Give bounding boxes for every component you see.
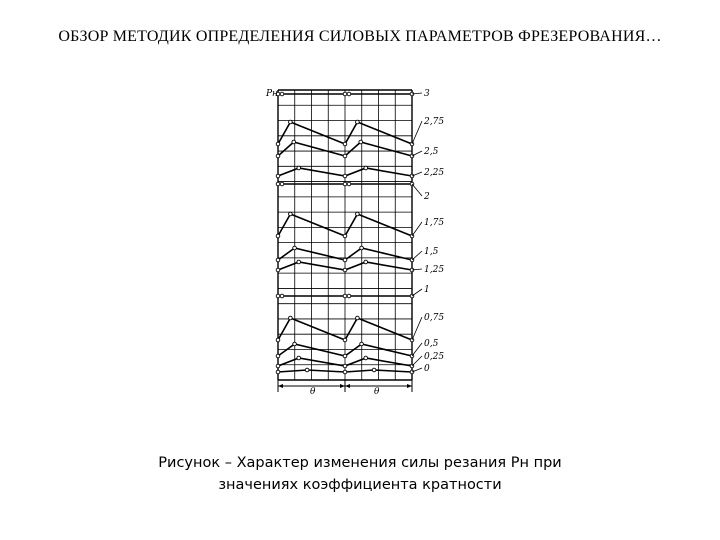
curve-label: 2: [423, 192, 430, 202]
curve-point: [288, 211, 293, 217]
curve-point: [342, 363, 348, 369]
curve-point: [275, 153, 281, 159]
curve-point: [275, 141, 281, 147]
figure-drawing: Pн θ θ 3 2,75 2,5 2,25 2 1,75 1,5 1,25 1 0,75 0,5 0…: [265, 89, 444, 397]
curve-point: [288, 119, 293, 125]
curve-label: 2,25: [423, 168, 444, 178]
curve-point: [346, 293, 352, 299]
curve-label: 1,75: [424, 218, 444, 228]
curve-point: [288, 315, 293, 321]
curve-point: [279, 91, 285, 97]
curve-label: 3: [424, 89, 430, 99]
curve-label: 1,5: [424, 247, 439, 257]
leader-line: [411, 355, 423, 367]
leader-line: [411, 342, 423, 357]
bottom-label-theta-1: θ: [310, 387, 316, 397]
curve-point: [304, 367, 310, 373]
curve-label: 2,5: [423, 147, 439, 157]
curve-point: [363, 259, 368, 265]
curve-point: [363, 355, 368, 361]
leader-line: [411, 367, 423, 373]
curve-point: [342, 257, 348, 263]
leader-line: [411, 316, 423, 341]
curve-label: 0,75: [424, 313, 444, 323]
caption-line-1: Рисунок – Характер изменения силы резани…: [158, 455, 562, 471]
caption-line-2: значениях коэффициента кратности: [218, 477, 502, 493]
curve-label: 1,25: [424, 265, 444, 275]
curve-point: [275, 173, 281, 179]
curve-point: [346, 91, 352, 97]
dimension-arrow: [345, 384, 350, 388]
curve-point: [296, 165, 302, 171]
curve-label: 0,25: [424, 352, 444, 362]
curve-point: [342, 233, 348, 239]
curve-point: [291, 139, 296, 145]
curve-point: [292, 245, 297, 251]
figure-leader-lines: [411, 92, 423, 373]
curve-point: [279, 293, 285, 299]
curve-point: [275, 337, 281, 343]
curve-point: [342, 337, 348, 343]
bottom-label-theta-2: θ: [374, 387, 380, 397]
leader-line: [411, 221, 423, 237]
curve-point: [355, 119, 360, 125]
curve-point: [275, 369, 281, 375]
curve-point: [342, 91, 348, 97]
figure-caption: Рисунок – Характер изменения силы резани…: [60, 452, 660, 496]
cutting-force-figure: Pн θ θ 3 2,75 2,5 2,25 2 1,75 1,5 1,25 1 0,75 0,5 0…: [262, 84, 452, 404]
leader-line: [411, 150, 423, 157]
dimension-arrow: [340, 384, 345, 388]
curve-point: [359, 341, 364, 347]
figure-grid: [277, 89, 413, 392]
curve-label: 0,5: [424, 339, 439, 349]
curve-point: [358, 139, 363, 145]
leader-line: [411, 250, 423, 261]
curve-point: [275, 363, 281, 369]
curve-point: [275, 267, 281, 273]
leader-line: [411, 288, 423, 297]
leader-line: [411, 92, 423, 95]
curve-point: [342, 181, 348, 187]
leader-line: [411, 171, 423, 177]
dimension-arrow: [407, 384, 412, 388]
leader-line: [411, 183, 423, 197]
curve-point: [275, 293, 281, 299]
curve-point: [355, 315, 360, 321]
figure-curves: [275, 91, 415, 375]
curve-point: [363, 165, 368, 171]
curve-point: [292, 341, 297, 347]
curve-point: [296, 259, 302, 265]
curve-point: [371, 367, 377, 373]
curve-point: [296, 355, 302, 361]
curve-label: 1: [424, 285, 430, 295]
curve-point: [275, 233, 281, 239]
leader-line: [411, 120, 423, 145]
curve-label: 2,75: [423, 117, 444, 127]
curve-point: [275, 353, 281, 359]
curve-point: [275, 257, 281, 263]
curve-point: [342, 141, 348, 147]
curve-point: [342, 153, 348, 159]
slide-title: ОБЗОР МЕТОДИК ОПРЕДЕЛЕНИЯ СИЛОВЫХ ПАРАМЕ…: [58, 28, 662, 45]
curve-point: [342, 369, 348, 375]
curve-point: [275, 181, 281, 187]
curve-point: [342, 173, 348, 179]
dimension-arrow: [278, 384, 283, 388]
curve-point: [346, 181, 352, 187]
curve-point: [359, 245, 364, 251]
curve-point: [279, 181, 285, 187]
leader-line: [411, 268, 423, 271]
curve-point: [355, 211, 360, 217]
curve-label: 0: [424, 364, 430, 374]
figure-curve-labels: 3 2,75 2,5 2,25 2 1,75 1,5 1,25 1 0,75 0,5 0,25 0: [423, 89, 444, 374]
curve-point: [342, 353, 348, 359]
curve-point: [342, 267, 348, 273]
axis-label-p: Pн: [265, 89, 278, 99]
curve-point: [342, 293, 348, 299]
